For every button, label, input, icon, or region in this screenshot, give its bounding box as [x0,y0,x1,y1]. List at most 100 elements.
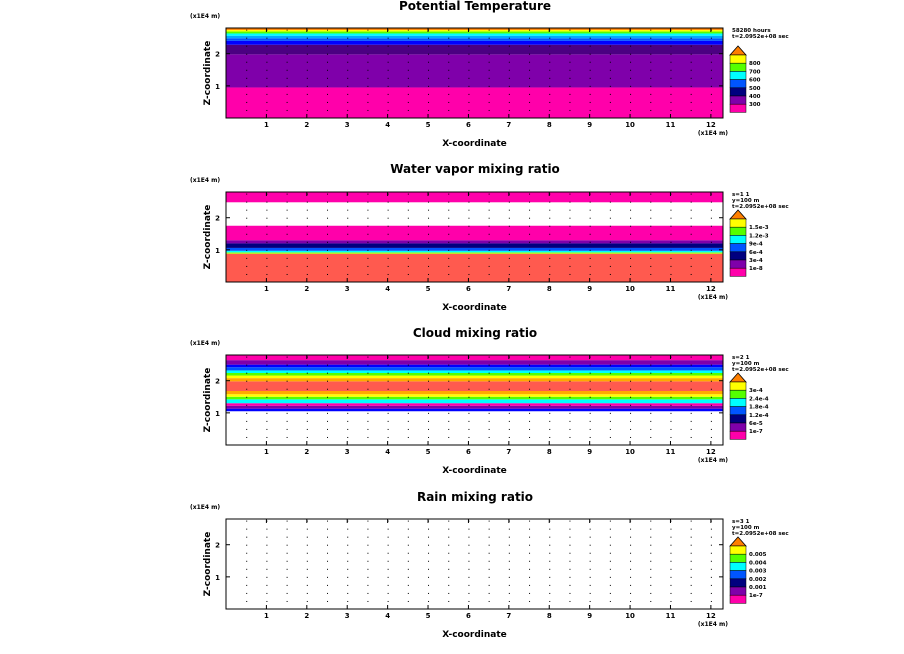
contour-band-9 [226,28,723,30]
grid-dot [266,568,268,570]
grid-dot [266,528,268,530]
grid-dot [407,265,409,267]
grid-dot [306,396,308,398]
grid-dot [428,249,430,251]
grid-dot [650,209,652,211]
grid-dot [306,257,308,259]
grid-dot [650,428,652,430]
grid-dot [286,372,288,374]
grid-dot [286,552,288,554]
grid-dot [670,69,672,71]
grid-dot [609,356,611,358]
colorbar-label: 1e-8 [749,266,763,272]
grid-dot [428,600,430,602]
grid-dot [387,101,389,103]
grid-dot [549,372,551,374]
contour-band-1 [226,405,723,409]
grid-dot [488,61,490,63]
grid-dot [387,257,389,259]
grid-dot [630,528,632,530]
contour-band-9 [226,375,723,379]
grid-dot [266,93,268,95]
grid-dot [407,584,409,586]
grid-dot [286,576,288,578]
grid-dot [327,412,329,414]
grid-dot [650,520,652,522]
grid-dot [367,528,369,530]
grid-dot [609,536,611,538]
grid-dot [286,584,288,586]
grid-dot [367,37,369,39]
x-axis-label: X-coordinate [442,303,507,313]
x-tick-label: 5 [426,612,431,620]
grid-dot [569,364,571,366]
grid-dot [549,77,551,79]
colorbar-label: 1e-7 [749,593,763,599]
grid-dot [529,356,531,358]
info-line-2: t=2.0952e+08 sec [732,204,789,210]
grid-dot [529,225,531,227]
grid-dot [468,396,470,398]
grid-dot [670,85,672,87]
grid-dot [549,61,551,63]
grid-dot [690,420,692,422]
grid-dot [630,273,632,275]
grid-dot [549,552,551,554]
grid-dot [630,436,632,438]
grid-dot [286,560,288,562]
grid-dot [690,193,692,195]
grid-dot [569,45,571,47]
grid-dot [710,372,712,374]
grid-dot [710,568,712,570]
grid-dot [569,560,571,562]
grid-dot [670,364,672,366]
grid-dot [569,552,571,554]
grid-dot [407,412,409,414]
grid-dot [387,69,389,71]
grid-dot [690,372,692,374]
grid-dot [428,404,430,406]
grid-dot [710,109,712,111]
grid-dot [367,568,369,570]
grid-dot [690,560,692,562]
grid-dot [428,436,430,438]
grid-dot [468,404,470,406]
grid-dot [387,560,389,562]
grid-dot [508,209,510,211]
grid-dot [670,412,672,414]
grid-dot [347,53,349,55]
colorbar-cell [729,62,747,72]
panel-rain-mixing-ratio: Rain mixing ratio 1 2 3 4 5 6 7 8 9 10 11 1221(x1E4… [190,490,789,640]
grid-dot [387,388,389,390]
grid-dot [327,576,329,578]
colorbar-cell [729,218,747,228]
grid-dot [327,404,329,406]
grid-dot [468,85,470,87]
grid-dot [387,109,389,111]
grid-dot [589,560,591,562]
grid-dot [306,552,308,554]
grid-dot [488,528,490,530]
grid-dot [488,85,490,87]
x-tick-label: 7 [506,448,511,456]
grid-dot [327,265,329,267]
grid-dot [488,568,490,570]
info-line-1: y=100 m [732,525,760,531]
grid-dot [367,380,369,382]
grid-dot [347,85,349,87]
grid-dot [650,101,652,103]
grid-dots [246,29,712,111]
grid-dot [306,436,308,438]
grid-dot [286,528,288,530]
grid-dot [508,101,510,103]
grid-dot [569,576,571,578]
grid-dot [387,420,389,422]
grid-dot [246,380,248,382]
grid-dot [529,536,531,538]
grid-dot [670,77,672,79]
grid-dot [428,257,430,259]
grid-dot [508,372,510,374]
grid-dot [569,101,571,103]
grid-dot [569,356,571,358]
grid-dot [589,85,591,87]
